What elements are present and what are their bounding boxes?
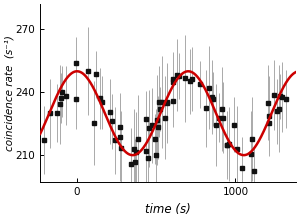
X-axis label: time (s): time (s) xyxy=(145,203,191,216)
Y-axis label: coincidence rate  (s⁻¹): coincidence rate (s⁻¹) xyxy=(4,35,14,151)
